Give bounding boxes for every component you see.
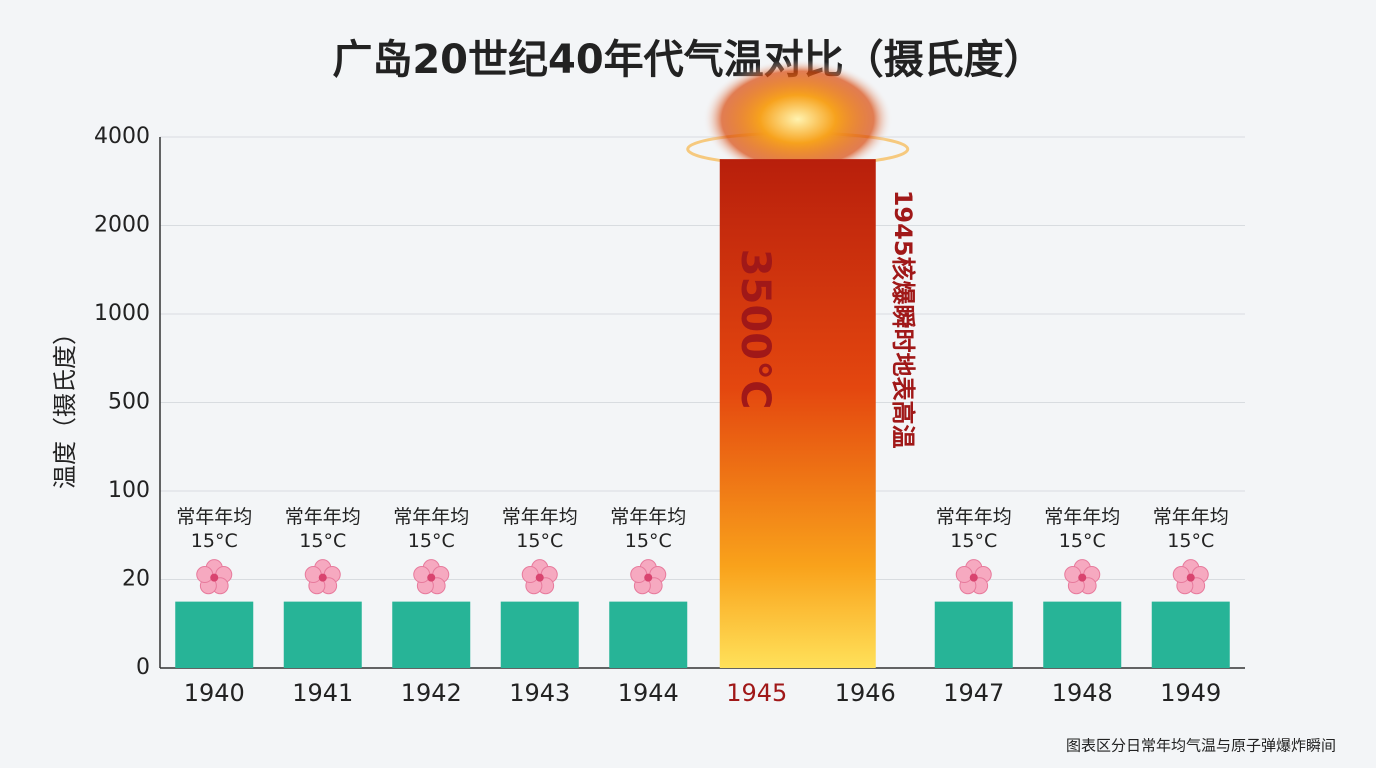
value-label: 15°C <box>299 530 346 552</box>
x-tick-label: 1946 <box>835 679 896 707</box>
x-tick-label: 1945 <box>726 679 787 707</box>
y-tick-label: 500 <box>108 390 150 415</box>
flower-icon <box>413 559 450 595</box>
petal <box>1064 566 1082 584</box>
chart-title: 广岛20世纪40年代气温对比（摄氏度） <box>332 37 1043 83</box>
petal <box>413 566 431 584</box>
y-tick-label: 100 <box>108 478 150 503</box>
flower-center <box>318 573 327 582</box>
flower-icon <box>630 559 667 595</box>
y-tick-label: 20 <box>122 567 150 592</box>
y-tick-label: 2000 <box>94 213 150 238</box>
petal <box>630 566 648 584</box>
value-label: 3500°C <box>732 249 778 410</box>
value-label: 15°C <box>408 530 455 552</box>
x-tick-label: 1944 <box>618 679 679 707</box>
x-tick-label: 1947 <box>943 679 1004 707</box>
flower-center <box>535 573 544 582</box>
flower-center <box>1186 573 1195 582</box>
value-note: 常年年均 <box>502 506 578 528</box>
bar <box>500 601 579 668</box>
y-tick-label: 0 <box>136 655 150 680</box>
x-tick-label: 1948 <box>1052 679 1113 707</box>
y-axis-label: 温度（摄氏度） <box>51 321 79 489</box>
value-note: 常年年均 <box>936 506 1012 528</box>
x-tick-label: 1943 <box>509 679 570 707</box>
petal <box>304 566 322 584</box>
value-note: 常年年均 <box>1044 506 1120 528</box>
bar <box>175 601 254 668</box>
flower-icon <box>196 559 233 595</box>
explosion <box>702 59 893 180</box>
bar <box>283 601 362 668</box>
y-tick-label: 4000 <box>94 124 150 149</box>
value-note: 常年年均 <box>393 506 469 528</box>
value-note: 常年年均 <box>285 506 361 528</box>
bar <box>934 601 1013 668</box>
value-note: 常年年均 <box>1153 506 1229 528</box>
flower-icon <box>1064 559 1101 595</box>
flower-center <box>210 573 219 582</box>
x-tick-label: 1941 <box>292 679 353 707</box>
flower-center <box>1078 573 1087 582</box>
bar <box>609 601 688 668</box>
bar <box>392 601 471 668</box>
flower-icon <box>304 559 341 595</box>
flower-icon <box>955 559 992 595</box>
petal <box>196 566 214 584</box>
value-label: 15°C <box>516 530 563 552</box>
flower-center <box>644 573 653 582</box>
bar <box>1043 601 1122 668</box>
value-note: 常年年均 <box>610 506 686 528</box>
x-tick-label: 1942 <box>401 679 462 707</box>
value-label: 15°C <box>1059 530 1106 552</box>
petal <box>955 566 973 584</box>
value-label: 15°C <box>950 530 997 552</box>
flower-center <box>427 573 436 582</box>
flower-icon <box>1172 559 1209 595</box>
y-tick-label: 1000 <box>94 301 150 326</box>
value-label: 15°C <box>191 530 238 552</box>
flower-icon <box>521 559 558 595</box>
source-note: 图表区分日常年均气温与原子弹爆炸瞬间 <box>1066 737 1336 755</box>
x-tick-label: 1940 <box>184 679 245 707</box>
annotation: 1945核爆瞬时地表高温 <box>889 190 917 449</box>
flower-center <box>969 573 978 582</box>
petal <box>521 566 539 584</box>
bar <box>1151 601 1230 668</box>
value-note: 常年年均 <box>176 506 252 528</box>
value-label: 15°C <box>1167 530 1214 552</box>
bar <box>719 159 876 668</box>
x-tick-label: 1949 <box>1160 679 1221 707</box>
petal <box>1172 566 1190 584</box>
value-label: 15°C <box>625 530 672 552</box>
